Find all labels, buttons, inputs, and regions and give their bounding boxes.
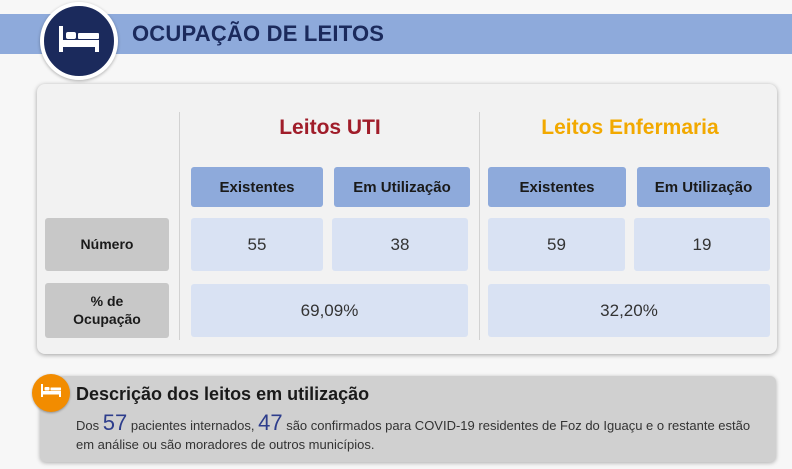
row-label-ocupacao-line1: % de [90, 293, 124, 309]
uti-ocupacao-value: 69,09% [191, 284, 468, 337]
enfermaria-ocupacao-value: 32,20% [488, 284, 770, 337]
row-label-ocupacao-line2: Ocupação [73, 310, 141, 327]
row-label-numero: Número [45, 218, 169, 271]
header-badge [40, 2, 118, 80]
description-mid1: pacientes internados, [130, 418, 255, 433]
uti-existentes-value: 55 [191, 218, 323, 271]
column-divider [479, 112, 480, 340]
enfermaria-em-utilizacao-value: 19 [634, 218, 770, 271]
confirmados-count: 47 [258, 410, 283, 435]
page-title: OCUPAÇÃO DE LEITOS [132, 21, 385, 46]
bed-icon [57, 24, 101, 59]
header-band [0, 14, 792, 54]
description-text: Dos 57 pacientes internados, 47 são conf… [76, 410, 766, 454]
description-title: Descrição dos leitos em utilização [76, 384, 370, 404]
enfermaria-existentes-value: 59 [488, 218, 625, 271]
row-label-ocupacao: % de Ocupação [45, 283, 169, 338]
enfermaria-title: Leitos Enfermaria [541, 116, 719, 139]
internados-count: 57 [102, 410, 128, 435]
enfermaria-em-utilizacao-header: Em Utilização [637, 167, 770, 207]
enfermaria-existentes-header: Existentes [488, 167, 626, 207]
column-divider [179, 112, 180, 340]
description-badge [32, 374, 70, 412]
uti-existentes-header: Existentes [191, 167, 323, 207]
description-prefix: Dos [76, 418, 100, 433]
description-mid2: são confirmados para COVID-19 residentes… [76, 418, 751, 452]
description-card [40, 376, 776, 462]
uti-em-utilizacao-header: Em Utilização [334, 167, 470, 207]
bed-icon [40, 383, 62, 403]
uti-title: Leitos UTI [279, 116, 381, 139]
uti-em-utilizacao-value: 38 [332, 218, 468, 271]
